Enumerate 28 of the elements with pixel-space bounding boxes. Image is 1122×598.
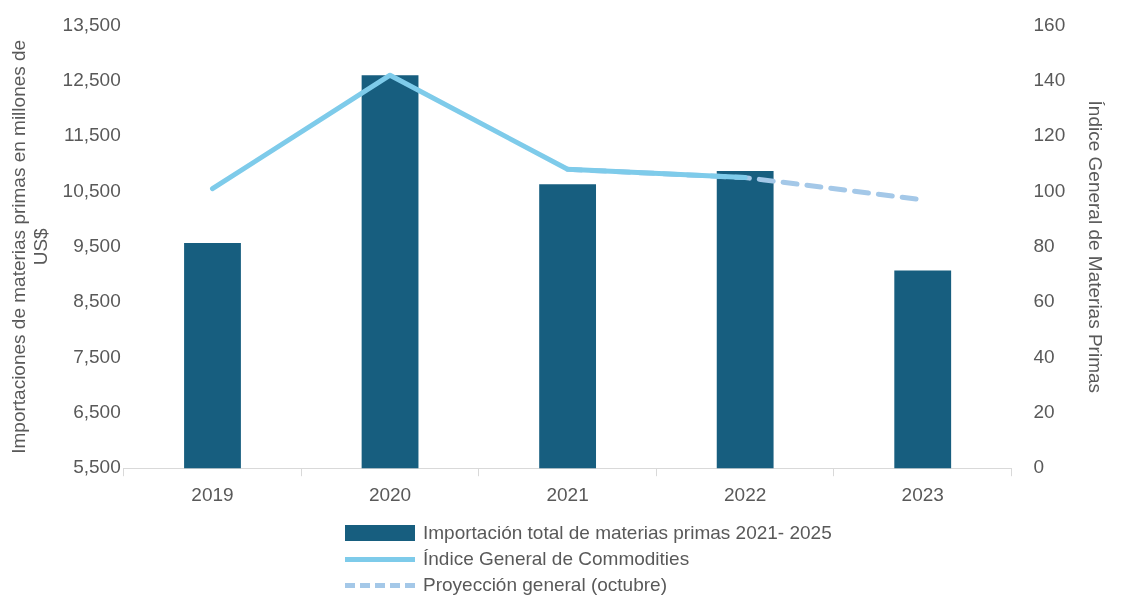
y-axis-title: Importaciones de materias primas en millones de US$ <box>7 39 52 454</box>
y2-tick-label: 140 <box>1033 68 1066 90</box>
y-tick-label: 10,500 <box>62 179 121 201</box>
x-tick-label: 2022 <box>724 483 767 505</box>
y-tick-label: 12,500 <box>62 68 121 90</box>
y2-tick-label: 20 <box>1033 401 1055 423</box>
y2-axis-title: Índice General de Materias Primas <box>1085 100 1107 394</box>
y2-tick-label: 120 <box>1033 124 1066 146</box>
y-tick-label: 9,500 <box>73 235 121 257</box>
x-tick-label: 2021 <box>546 483 589 505</box>
y2-tick-label: 40 <box>1033 345 1055 367</box>
y2-tick-label: 100 <box>1033 179 1066 201</box>
y2-tick-label: 160 <box>1033 13 1066 35</box>
legend-label: Importación total de materias primas 2021- 2025 <box>423 521 832 545</box>
y-tick-label: 13,500 <box>62 13 121 35</box>
x-tick-label: 2023 <box>901 483 944 505</box>
legend-label: Proyección general (octubre) <box>423 573 667 597</box>
legend-label: Índice General de Commodities <box>423 547 690 571</box>
y-tick-label: 5,500 <box>73 456 121 478</box>
y2-tick-label: 0 <box>1033 456 1045 478</box>
x-tick-label: 2020 <box>368 483 412 505</box>
x-tick-label: 2019 <box>191 483 234 505</box>
y2-tick-label: 60 <box>1033 290 1055 312</box>
y-tick-label: 7,500 <box>73 345 121 367</box>
y-tick-label: 11,500 <box>64 124 121 146</box>
y-tick-label: 6,500 <box>73 401 121 423</box>
y-tick-label: 8,500 <box>73 290 121 312</box>
y2-tick-label: 80 <box>1033 235 1055 257</box>
